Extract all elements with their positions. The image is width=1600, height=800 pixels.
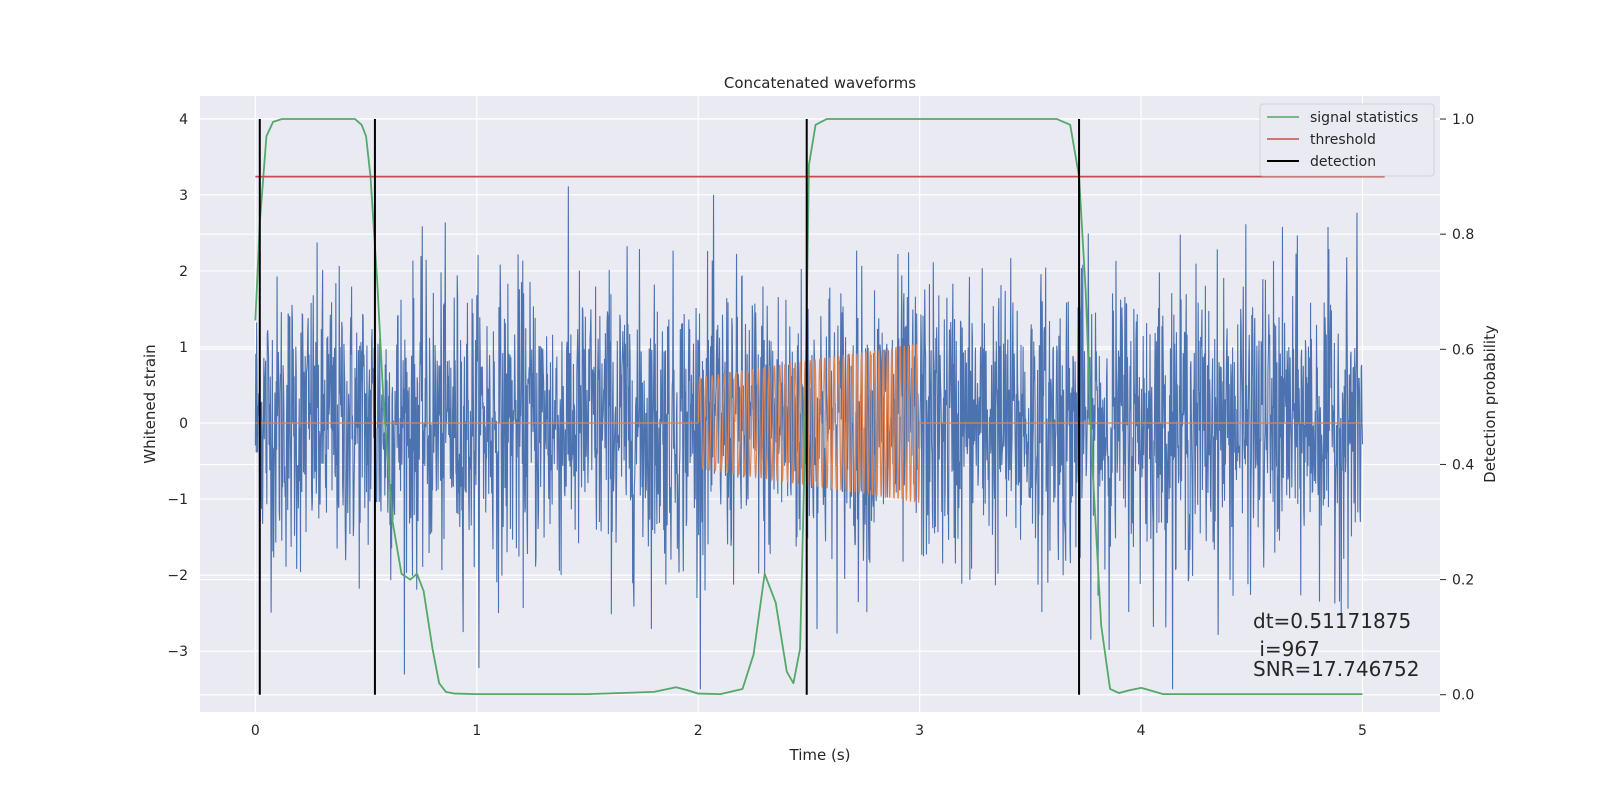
- y-tick-label: −2: [167, 568, 188, 584]
- y-tick-label: 0: [179, 416, 188, 432]
- x-tick-label: 1: [472, 723, 481, 739]
- x-tick-label: 0: [251, 723, 260, 739]
- y2-tick-label: 0.0: [1452, 688, 1474, 704]
- legend-label-threshold: threshold: [1310, 132, 1376, 148]
- y2-tick-label: 0.6: [1452, 342, 1474, 358]
- y-tick-label: 3: [179, 188, 188, 204]
- x-tick-label: 4: [1137, 723, 1146, 739]
- ticks: 0 1 2 3 4 5 −3 −2 −1 0 1 2 3 4 0.0 0.2 0.4 0.6 0.8 1.0: [167, 112, 1474, 739]
- legend: signal statistics threshold detection: [1259, 103, 1435, 177]
- x-axis-label: Time (s): [789, 746, 851, 764]
- y-tick-label: 1: [179, 340, 188, 356]
- x-tick-label: 3: [915, 723, 924, 739]
- x-tick-label: 5: [1358, 723, 1367, 739]
- y2-tick-label: 0.4: [1452, 457, 1474, 473]
- annotation-index: i=967: [1253, 637, 1320, 661]
- y2-axis-label: Detection probability: [1481, 325, 1499, 483]
- y2-tick-label: 0.2: [1452, 573, 1474, 589]
- chart-title: Concatenated waveforms: [724, 74, 916, 92]
- legend-label-signal-statistics: signal statistics: [1310, 110, 1418, 126]
- plot-area: [254, 118, 1385, 696]
- x-tick-label: 2: [694, 723, 703, 739]
- y-tick-label: −1: [167, 492, 188, 508]
- legend-label-detection: detection: [1310, 154, 1376, 170]
- y-tick-label: 4: [179, 112, 188, 128]
- waveform-trace: [255, 344, 1363, 504]
- legend-box: [1259, 103, 1435, 177]
- signal-statistics-line: [254, 118, 1363, 696]
- y-tick-label: 2: [179, 264, 188, 280]
- y-tick-label: −3: [167, 644, 188, 660]
- y2-tick-label: 1.0: [1452, 112, 1474, 128]
- y-axis-label: Whitened strain: [141, 344, 159, 463]
- annotation-dt: dt=0.51171875: [1253, 609, 1411, 633]
- annotation-snr: SNR=17.746752: [1253, 657, 1419, 681]
- y2-tick-label: 0.8: [1452, 227, 1474, 243]
